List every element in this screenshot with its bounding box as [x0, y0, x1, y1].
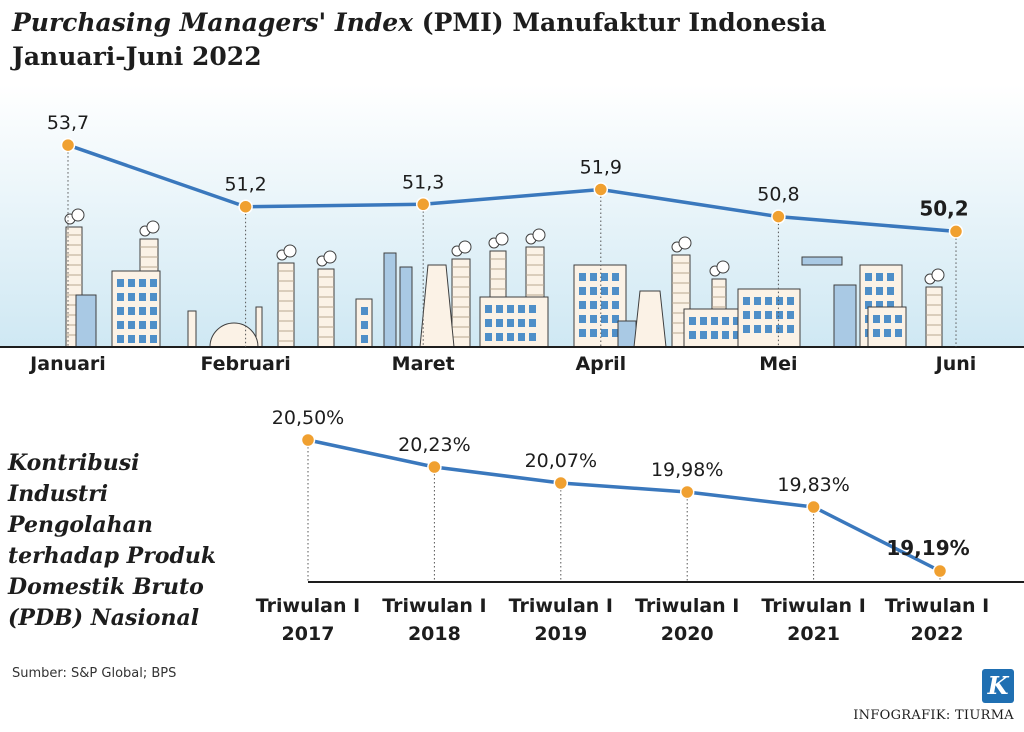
x-tick-label: April: [575, 353, 626, 375]
pdb-heading-line: (PDB) Nasional: [8, 605, 200, 631]
data-point: [300, 432, 316, 448]
pmi-x-labels: Januari Februari Maret April Mei Juni: [28, 353, 976, 375]
data-point: [60, 137, 76, 153]
value-label: 19,83%: [777, 474, 849, 496]
x-tick-label: Februari: [200, 353, 290, 375]
pdb-series-line: [307, 438, 941, 573]
data-point: [771, 209, 786, 224]
x-tick-label: Mei: [759, 353, 797, 375]
data-point: [415, 197, 431, 212]
pmi-series-line: [67, 143, 957, 234]
pmi-value-labels: 53,7 51,2 51,3 51,9 50,8 50,2: [47, 112, 969, 220]
kompas-logo-icon: K: [982, 669, 1014, 703]
data-point: [593, 182, 609, 197]
x-tick-label: Triwulan I: [256, 595, 360, 617]
x-tick-label: 2017: [282, 623, 335, 645]
x-tick-label: 2021: [787, 623, 840, 645]
pmi-drop-lines: [67, 152, 957, 347]
x-tick-label: Triwulan I: [635, 595, 739, 617]
title-rest: (PMI) Manufaktur Indonesia: [421, 8, 827, 37]
x-tick-label: Triwulan I: [885, 595, 989, 617]
data-point: [553, 475, 569, 491]
x-tick-label: Triwulan I: [761, 595, 865, 617]
pdb-heading-line: Industri Pengolahan: [8, 481, 153, 538]
x-tick-label: 2022: [911, 623, 964, 645]
value-label: 51,2: [224, 174, 266, 196]
title-italic: Purchasing Managers' Index: [12, 8, 414, 37]
data-point: [806, 499, 821, 515]
value-label: 19,19%: [886, 536, 969, 560]
value-label: 19,98%: [651, 459, 723, 481]
value-label: 20,50%: [272, 407, 344, 429]
pdb-chart: 20,50% 20,23% 20,07% 19,98% 19,83% 19,19% Tri…: [256, 407, 1024, 645]
value-label: 20,07%: [525, 450, 597, 472]
chart-title: Purchasing Managers' Index (PMI) Manufak…: [12, 6, 1012, 74]
x-tick-label: 2020: [661, 623, 714, 645]
title-period: Januari-Juni 2022: [12, 42, 262, 71]
x-tick-label: Juni: [934, 353, 977, 375]
data-point: [238, 199, 253, 214]
x-tick-label: Maret: [392, 353, 455, 375]
x-tick-label: Triwulan I: [509, 595, 613, 617]
pdb-heading-line: terhadap Produk: [8, 543, 217, 569]
pdb-heading-line: Domestik Bruto: [8, 574, 204, 600]
infographic-credit: INFOGRAFIK: TIURMA: [853, 708, 1014, 723]
pdb-x-labels: Triwulan I 2017 Triwulan I 2018 Triwulan I 20…: [256, 595, 989, 645]
factory-illustration: [64, 208, 945, 348]
data-point: [427, 459, 442, 475]
value-label: 50,2: [919, 196, 968, 220]
pdb-heading: Kontribusi Industri Pengolahan terhadap …: [8, 448, 258, 634]
value-label: 50,8: [757, 184, 799, 206]
pdb-value-labels: 20,50% 20,23% 20,07% 19,98% 19,83% 19,19%: [272, 407, 970, 560]
pdb-points: [300, 432, 948, 579]
data-point: [932, 563, 948, 579]
x-tick-label: 2018: [408, 623, 461, 645]
x-tick-label: Triwulan I: [382, 595, 486, 617]
value-label: 51,3: [402, 171, 444, 193]
data-point: [679, 484, 695, 500]
pmi-points: [60, 137, 964, 239]
value-label: 51,9: [580, 156, 622, 178]
pdb-heading-line: Kontribusi: [8, 450, 140, 476]
pdb-drop-lines: [307, 447, 941, 582]
x-tick-label: 2019: [534, 623, 587, 645]
value-label: 53,7: [47, 112, 89, 134]
x-tick-label: Januari: [28, 353, 106, 375]
pmi-chart: 53,7 51,2 51,3 51,9 50,8 50,2 Januari Februari…: [0, 85, 1024, 375]
data-point: [948, 224, 964, 239]
value-label: 20,23%: [398, 434, 470, 456]
source-note: Sumber: S&P Global; BPS: [12, 666, 177, 681]
